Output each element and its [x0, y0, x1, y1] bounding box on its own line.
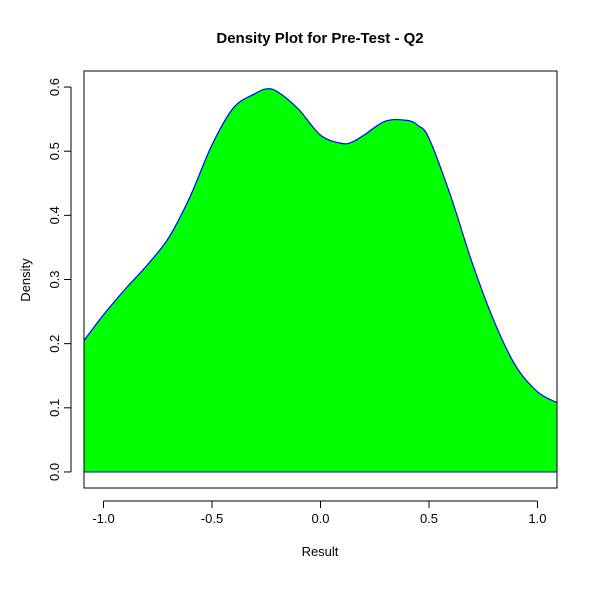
y-tick-label: 0.5 [47, 142, 62, 160]
chart-title: Density Plot for Pre-Test - Q2 [216, 30, 423, 47]
density-line [83, 88, 558, 404]
y-tick-label: 0.3 [47, 270, 62, 288]
x-tick-label: 0.0 [311, 511, 329, 526]
y-tick-label: 0.0 [47, 463, 62, 481]
y-axis: 0.0 0.1 0.2 0.3 0.4 0.5 0.6 [47, 78, 72, 481]
x-tick-label: -1.0 [92, 511, 114, 526]
x-tick-label: 0.5 [420, 511, 438, 526]
y-tick-label: 0.2 [47, 335, 62, 353]
x-tick-label: 1.0 [528, 511, 546, 526]
x-axis: -1.0 -0.5 0.0 0.5 1.0 [92, 500, 547, 526]
y-axis-label: Density [18, 258, 33, 302]
y-tick-label: 0.4 [47, 206, 62, 224]
x-tick-label: -0.5 [201, 511, 223, 526]
y-tick-label: 0.1 [47, 399, 62, 417]
density-area [84, 88, 557, 472]
x-axis-label: Result [302, 544, 339, 559]
y-tick-label: 0.6 [47, 78, 62, 96]
plot-frame [83, 70, 558, 489]
plot-area [83, 88, 558, 473]
